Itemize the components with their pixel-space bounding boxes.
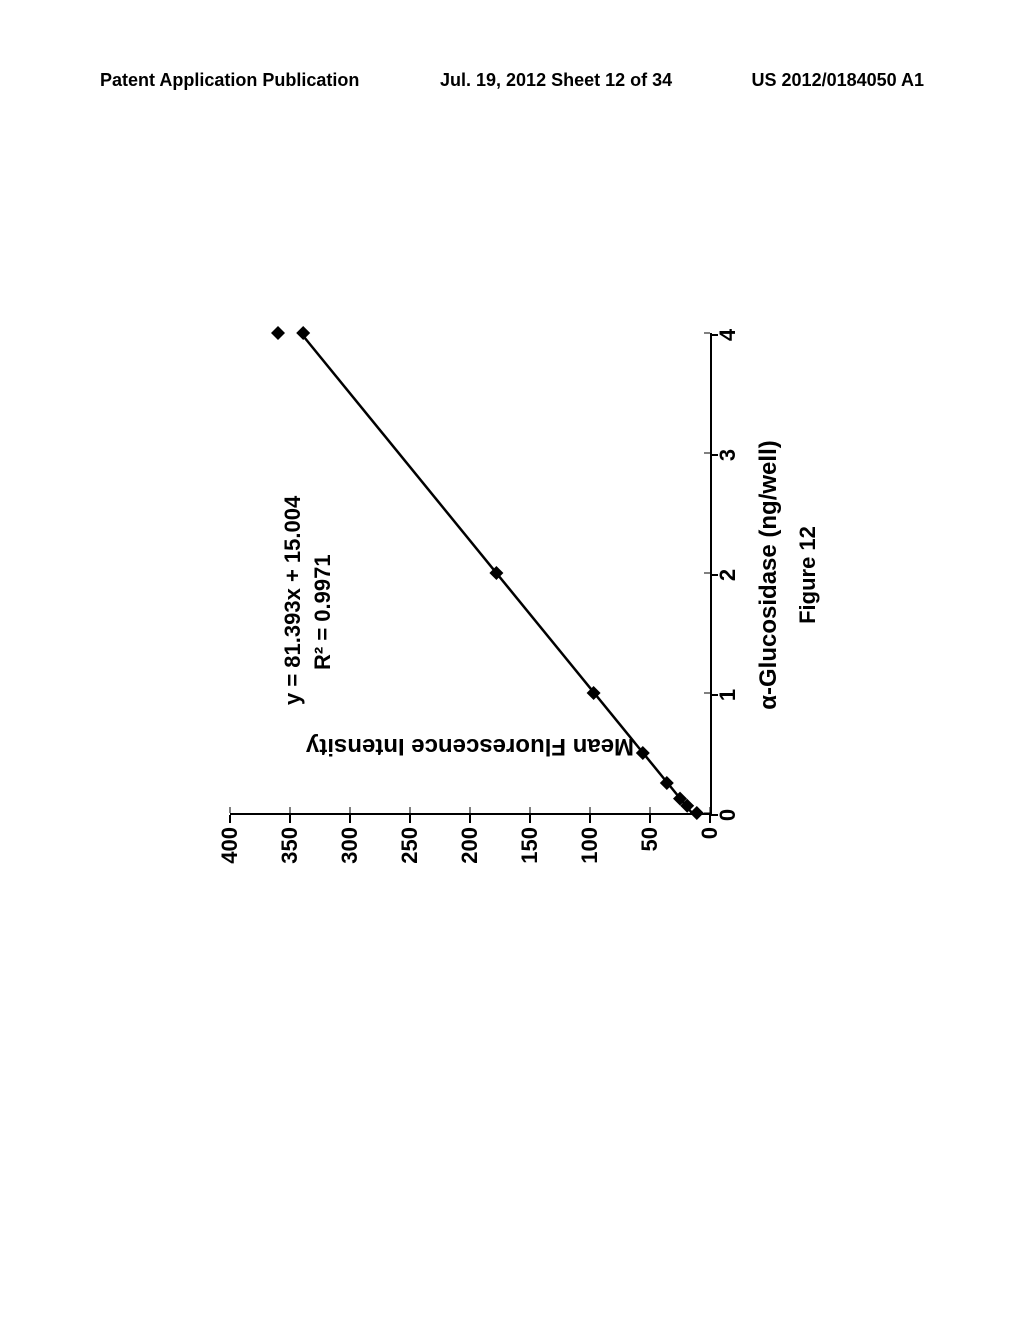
header-patent-number: US 2012/0184050 A1 [752,70,924,91]
y-tick [229,815,231,823]
figure-label: Figure 12 [795,526,821,624]
x-tick-label: 0 [715,809,741,821]
y-tick [709,815,711,823]
y-tick-label: 350 [277,827,303,864]
regression-equation: y = 81.393x + 15.004 [280,496,306,705]
y-tick [529,815,531,823]
header-publication: Patent Application Publication [100,70,359,91]
x-tick-label: 1 [715,689,741,701]
y-tick-label: 400 [217,827,243,864]
chart-container: Mean Fluorescence Intensity α-Glucosidas… [200,300,820,920]
y-tick [289,815,291,823]
y-tick [589,815,591,823]
x-tick-label: 3 [715,449,741,461]
y-tick-label: 50 [637,827,663,851]
r-squared: R² = 0.9971 [310,554,336,670]
y-tick-label: 250 [397,827,423,864]
y-tick-label: 150 [517,827,543,864]
x-tick-label: 2 [715,569,741,581]
y-tick-label: 300 [337,827,363,864]
y-tick [649,815,651,823]
data-point [296,326,310,340]
x-axis-title: α-Glucosidase (ng/well) [755,440,783,709]
y-tick-label: 200 [457,827,483,864]
y-tick-label: 0 [697,827,723,839]
header-date-sheet: Jul. 19, 2012 Sheet 12 of 34 [440,70,672,91]
x-tick-label: 4 [715,329,741,341]
y-tick [349,815,351,823]
y-tick [409,815,411,823]
y-tick-label: 100 [577,827,603,864]
y-tick [469,815,471,823]
data-point [271,326,285,340]
